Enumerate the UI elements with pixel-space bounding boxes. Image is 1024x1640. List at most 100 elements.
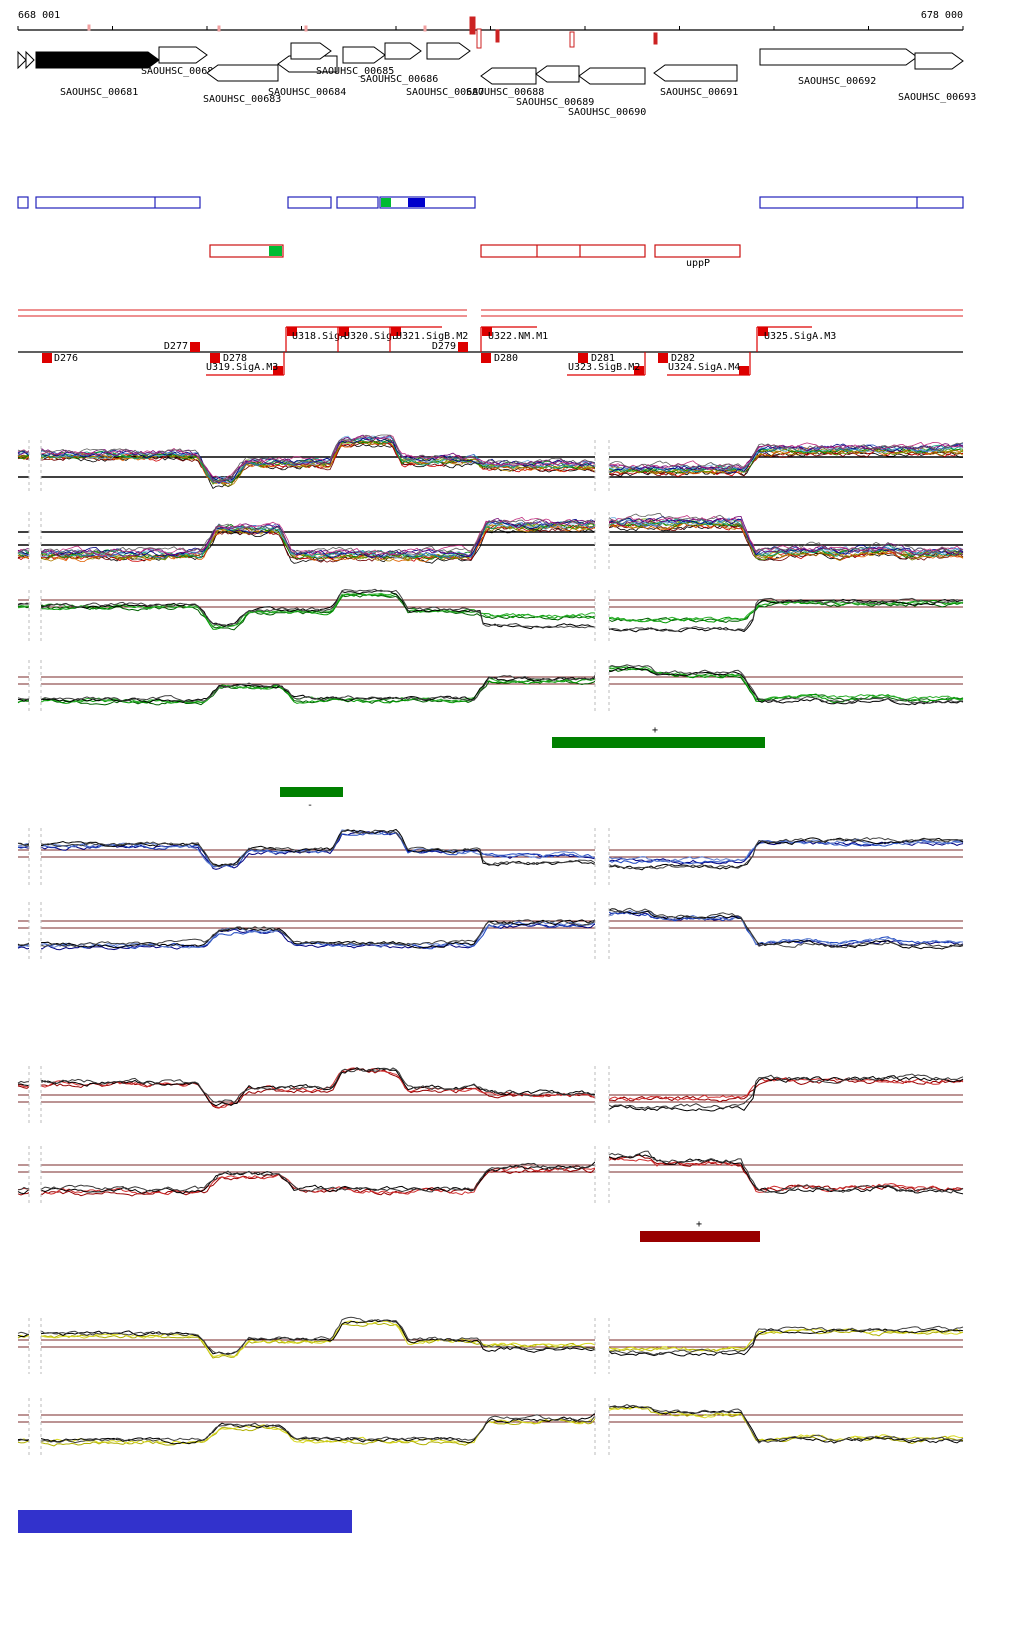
- axis-break: [29, 822, 41, 892]
- signal-line: [17, 434, 964, 484]
- signal-track-green-plus: [17, 584, 964, 650]
- footer-bar-group: [18, 1510, 352, 1533]
- tss-box[interactable]: [190, 342, 200, 352]
- axis-break: [595, 822, 609, 892]
- blue-feature-box[interactable]: [759, 196, 964, 209]
- tss-label: D280: [494, 353, 518, 364]
- gene-label: SAOUHSC_00691: [660, 87, 738, 98]
- gene-label: SAOUHSC_00682: [141, 66, 219, 77]
- gene-arrow-SAOUHSC_00693[interactable]: [914, 52, 964, 70]
- ruler-red-mark: [423, 25, 427, 32]
- axis-break: [595, 654, 609, 720]
- gene-label: SAOUHSC_00687: [406, 87, 484, 98]
- axis-break: [29, 1140, 41, 1212]
- gene-arrow-SAOUHSC_00687a[interactable]: [384, 42, 422, 60]
- signal-line: [17, 435, 964, 482]
- tss-box[interactable]: [339, 327, 349, 336]
- coordinate-ruler: 668 001 678 000: [17, 10, 964, 49]
- red-feature-box[interactable]: [480, 244, 646, 258]
- axis-break: [595, 434, 609, 500]
- region-bar-strand-label: +: [696, 1219, 702, 1230]
- signal-line: [17, 907, 964, 949]
- tss-label: U325.SigA.M3: [764, 331, 836, 342]
- tss-box[interactable]: [42, 353, 52, 363]
- signal-line: [17, 1067, 964, 1109]
- gene-chevron[interactable]: [17, 50, 27, 70]
- axis-break: [595, 584, 609, 650]
- tss-box[interactable]: [634, 366, 644, 375]
- ruler-red-mark: [653, 32, 658, 45]
- gene-arrow-SAOUHSC_00687[interactable]: [426, 42, 471, 60]
- axis-break: [595, 896, 609, 966]
- footer-blue-bar[interactable]: [18, 1510, 352, 1533]
- signal-line: [17, 593, 964, 630]
- signal-line: [17, 666, 964, 706]
- gene-arrow-track: SAOUHSC_00681SAOUHSC_00682SAOUHSC_00683S…: [17, 42, 976, 118]
- region-bar[interactable]: [280, 787, 343, 797]
- tss-box[interactable]: [758, 327, 768, 336]
- tss-label: D279: [432, 341, 456, 352]
- tss-label: U321.SigB.M2: [396, 331, 468, 342]
- axis-break: [29, 506, 41, 576]
- signal-line: [17, 1153, 964, 1195]
- region-bar-strand-label: -: [307, 800, 313, 811]
- gene-label: SAOUHSC_00686: [360, 74, 438, 85]
- signal-line: [17, 440, 964, 484]
- signal-line: [17, 828, 964, 870]
- axis-break: [29, 654, 41, 720]
- signal-line: [18, 523, 964, 564]
- tss-box[interactable]: [273, 366, 283, 375]
- region-bar[interactable]: [552, 737, 765, 748]
- gene-arrow-SAOUHSC_00683[interactable]: [206, 64, 279, 82]
- signal-line: [17, 521, 964, 562]
- tss-box[interactable]: [658, 353, 668, 363]
- tss-box[interactable]: [739, 366, 749, 375]
- tss-box[interactable]: [458, 342, 468, 352]
- gene-arrow-SAOUHSC_00685[interactable]: [290, 42, 332, 60]
- gene-label: SAOUHSC_00690: [568, 107, 646, 118]
- blue-feature-box[interactable]: [35, 196, 201, 209]
- signal-line: [17, 831, 964, 868]
- gene-label: SAOUHSC_00683: [203, 94, 281, 105]
- blue-feature-box[interactable]: [287, 196, 332, 209]
- signal-line: [17, 588, 964, 632]
- red-feature-box[interactable]: [654, 244, 741, 258]
- tss-box[interactable]: [210, 353, 220, 363]
- gene-arrow-SAOUHSC_00689[interactable]: [535, 65, 580, 83]
- axis-break: [29, 1060, 41, 1130]
- signal-line: [17, 1406, 964, 1445]
- blue-feature-box[interactable]: [336, 196, 379, 209]
- gene-label: SAOUHSC_00681: [60, 87, 138, 98]
- gene-arrow-SAOUHSC_00691[interactable]: [653, 64, 738, 82]
- tss-box[interactable]: [287, 327, 297, 336]
- blue-annotation-track: [17, 196, 964, 209]
- signal-tracks: [17, 434, 964, 1462]
- signal-line: [17, 436, 964, 481]
- signal-line: [17, 512, 964, 556]
- gene-arrow-SAOUHSC_00690[interactable]: [578, 67, 646, 85]
- gene-arrow-SAOUHSC_00681[interactable]: [35, 51, 160, 69]
- blue-feature-box[interactable]: [17, 196, 29, 209]
- blue-feature-box[interactable]: [379, 196, 476, 209]
- tss-box[interactable]: [578, 353, 588, 363]
- ruler-red-mark: [476, 28, 482, 49]
- tss-label: D281: [591, 353, 615, 364]
- signal-line: [17, 1316, 964, 1356]
- signal-track-multicolor-minus: [17, 506, 964, 576]
- gene-label: SAOUHSC_00684: [268, 87, 346, 98]
- gene-arrow-SAOUHSC_00692[interactable]: [759, 48, 918, 66]
- gene-arrow-SAOUHSC_00686[interactable]: [342, 46, 386, 64]
- gene-chevron[interactable]: [25, 50, 35, 70]
- tss-label: U318.SigA: [292, 331, 346, 342]
- gene-arrow-SAOUHSC_00688[interactable]: [480, 67, 537, 85]
- gene-arrow-SAOUHSC_00682[interactable]: [158, 46, 208, 64]
- ruler-red-mark: [87, 24, 91, 31]
- red-feature-box[interactable]: [209, 244, 284, 258]
- tss-label: U322.NM.M1: [488, 331, 548, 342]
- region-bar[interactable]: [640, 1231, 760, 1242]
- ruler-end-label: 678 000: [921, 10, 963, 21]
- tss-box[interactable]: [391, 327, 401, 336]
- tss-box[interactable]: [482, 327, 492, 336]
- tss-box[interactable]: [481, 353, 491, 363]
